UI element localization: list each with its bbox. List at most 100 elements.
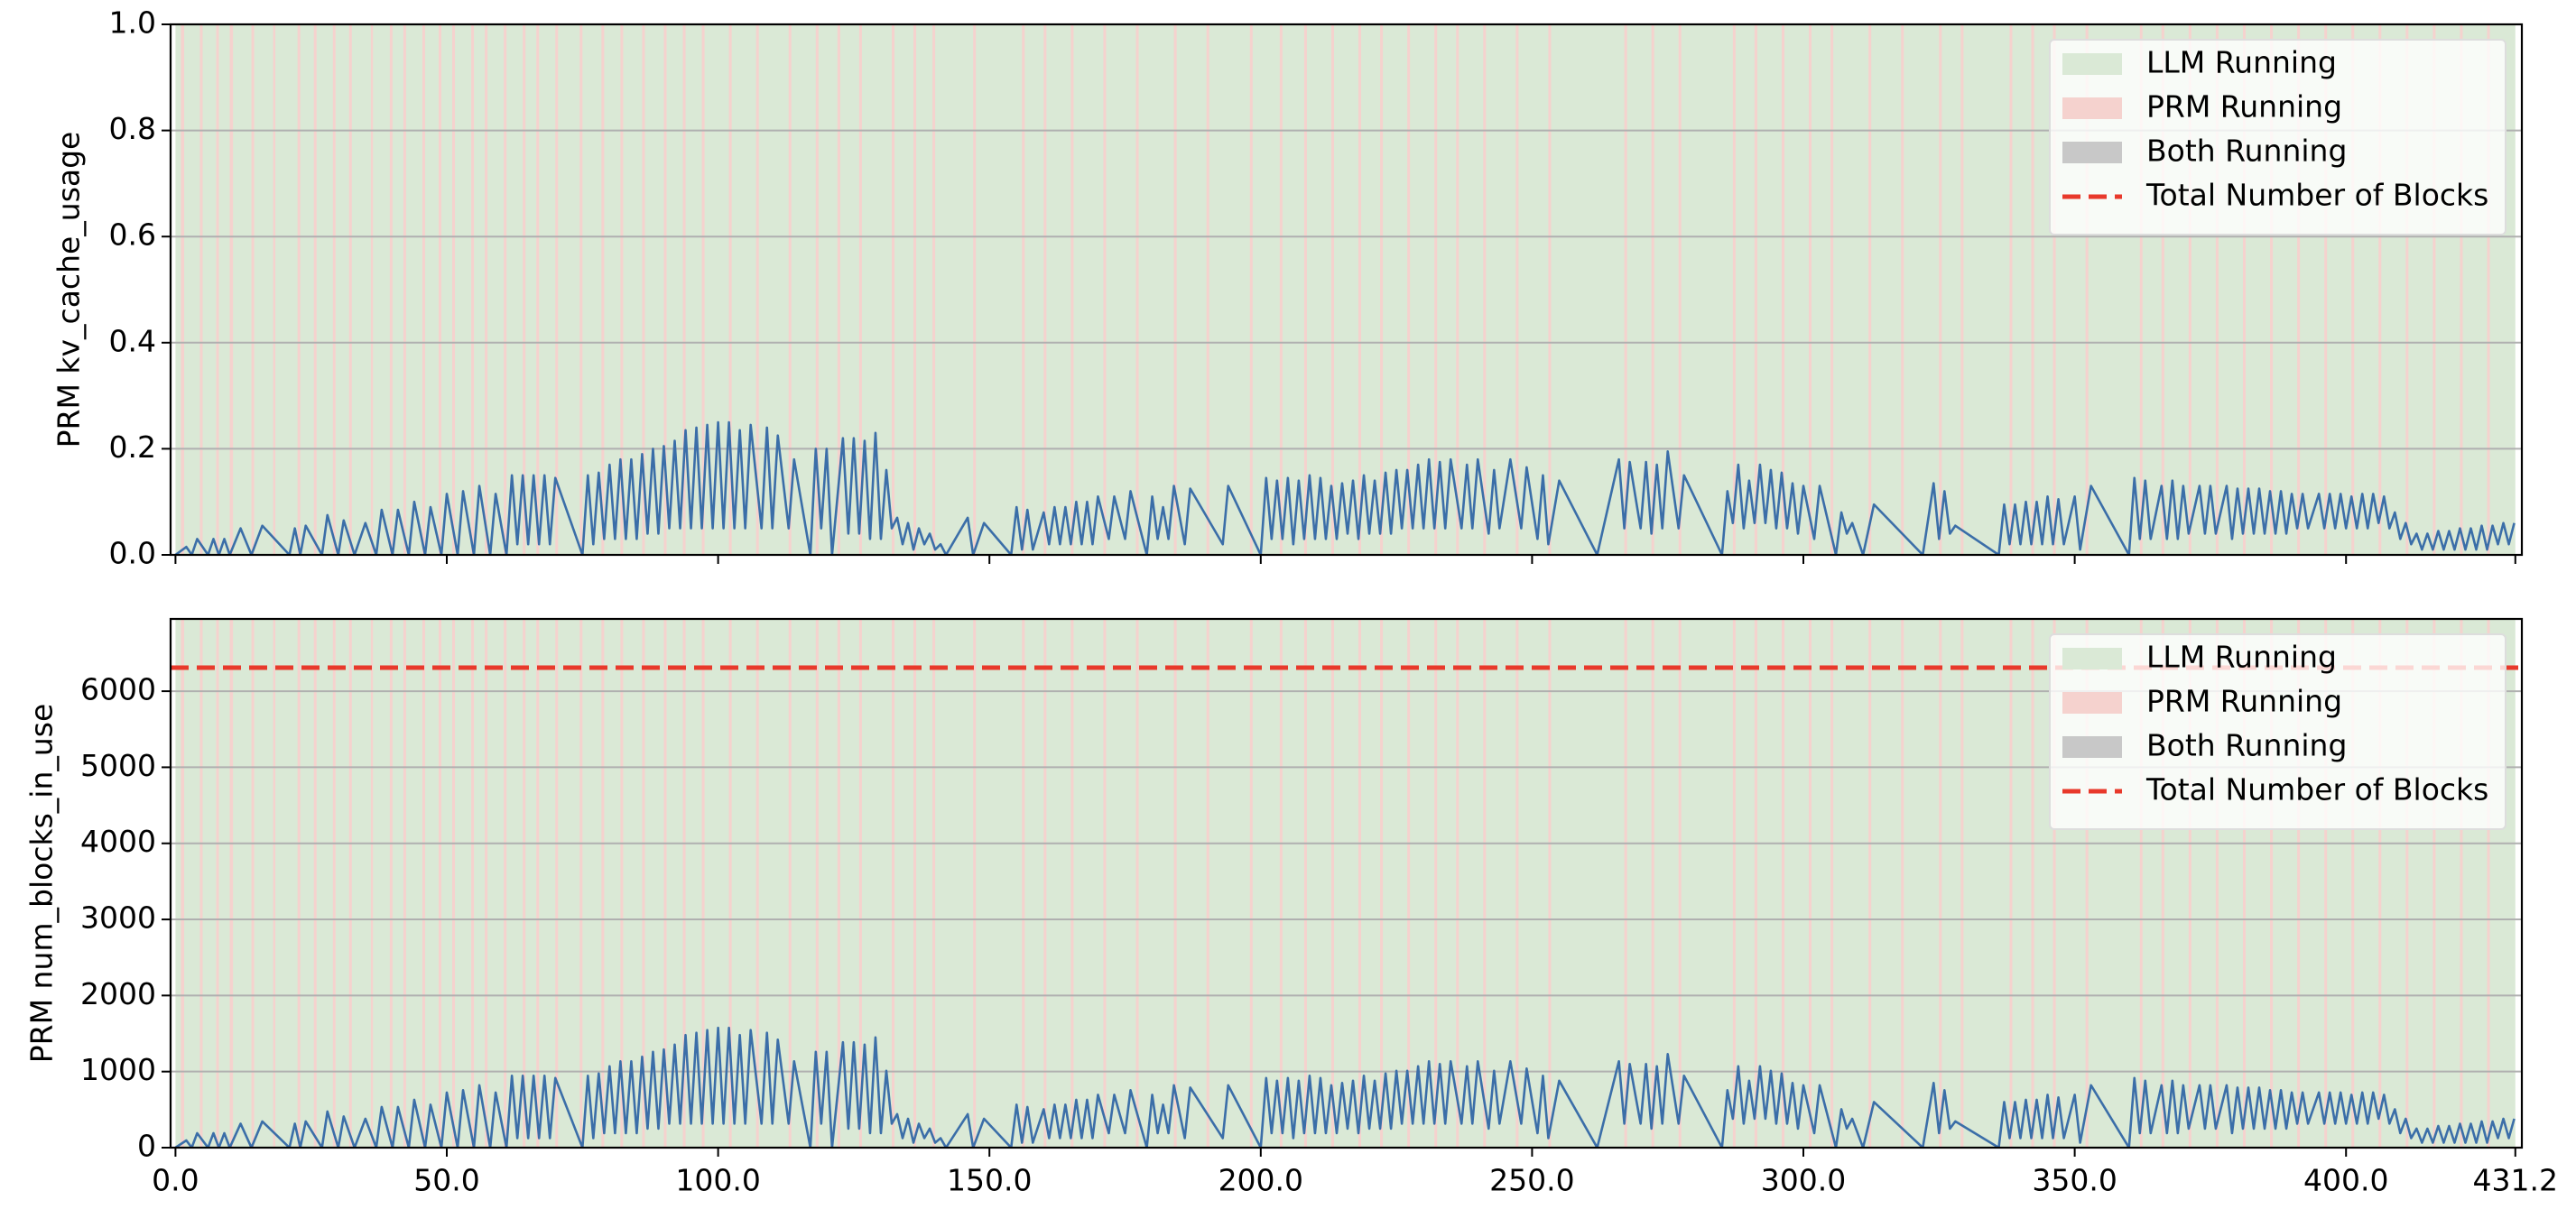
span: [1173, 24, 1177, 555]
span: [348, 619, 352, 1148]
span: [332, 619, 336, 1148]
span: [1206, 619, 1209, 1148]
span: [1279, 24, 1283, 555]
span: [1732, 24, 1736, 555]
span: [1809, 24, 1812, 555]
span: [2242, 619, 2246, 1148]
span: [181, 619, 185, 1148]
span: [2487, 619, 2490, 1148]
axes-frame: [169, 23, 2524, 557]
span: [815, 619, 819, 1148]
span: [452, 24, 456, 555]
span: [313, 24, 317, 555]
span: [728, 619, 732, 1148]
span: [1781, 619, 1784, 1148]
span: [1434, 24, 1438, 555]
span: [216, 619, 219, 1148]
y-tick-label: 0.6: [109, 217, 156, 253]
span: [2009, 619, 2013, 1148]
span: [2378, 24, 2382, 555]
span: [199, 24, 203, 555]
legend-label: PRM Running: [2146, 684, 2342, 719]
y-tick-label: 5000: [80, 748, 156, 783]
span: [2351, 24, 2355, 555]
span: [932, 24, 936, 555]
span: [601, 24, 605, 555]
span: [701, 24, 705, 555]
span: [932, 619, 936, 1148]
legend: LLM Running PRM Running Both Running Total …: [2049, 39, 2507, 235]
span: [891, 619, 895, 1148]
span: [523, 619, 526, 1148]
span: [2215, 619, 2219, 1148]
span: [2297, 619, 2301, 1148]
span: [1901, 24, 1904, 555]
span: [642, 619, 645, 1148]
span: [273, 619, 276, 1148]
span: [973, 24, 977, 555]
y-tick-label: 4000: [80, 824, 156, 859]
span: [1173, 619, 1177, 1148]
span: [1022, 619, 1025, 1148]
y-axis-label: PRM num_blocks_in_use: [24, 704, 60, 1064]
span: [1043, 24, 1047, 555]
span: [251, 619, 255, 1148]
span: [701, 619, 705, 1148]
span: [2161, 619, 2164, 1148]
span: [2188, 619, 2191, 1148]
span: [1380, 619, 1384, 1148]
span: [858, 619, 862, 1148]
span: [1939, 619, 1942, 1148]
span: [1103, 619, 1107, 1148]
span: [1868, 619, 1872, 1148]
span: [2270, 24, 2274, 555]
legend-swatch: [2062, 692, 2122, 714]
span: [229, 619, 234, 1148]
legend-box: [2049, 633, 2507, 830]
span: [536, 619, 540, 1148]
span: [682, 619, 686, 1148]
span: [348, 24, 352, 555]
span: [297, 24, 301, 555]
span: [471, 619, 475, 1148]
span: [663, 619, 667, 1148]
span: [1303, 24, 1307, 555]
span: [2460, 619, 2463, 1148]
x-tick-label: 100.0: [675, 1163, 760, 1198]
span: [403, 619, 406, 1148]
span: [2052, 619, 2056, 1148]
span: [620, 24, 624, 555]
axes-frame: [169, 617, 2524, 1149]
y-tick-label: 0.4: [109, 323, 156, 358]
span: [216, 24, 219, 555]
span: [728, 24, 732, 555]
span: [682, 24, 686, 555]
span: [199, 619, 203, 1148]
span: [1960, 619, 1964, 1148]
legend: LLM Running PRM Running Both Running Total …: [2049, 633, 2507, 830]
legend-label: Both Running: [2146, 728, 2347, 763]
span: [1358, 24, 1362, 555]
span: [1022, 24, 1025, 555]
y-tick-label: 0.8: [109, 111, 156, 146]
span: [523, 24, 526, 555]
span: [438, 24, 441, 555]
data-line: [174, 1026, 2516, 1148]
span: [1651, 24, 1654, 555]
span: [422, 24, 425, 555]
span: [1781, 24, 1784, 555]
span: [2297, 24, 2301, 555]
span: [1548, 619, 1552, 1148]
span: [2432, 619, 2436, 1148]
span: [504, 619, 507, 1148]
span: [1960, 24, 1964, 555]
span: [536, 24, 540, 555]
span: [504, 24, 507, 555]
span: [2324, 619, 2328, 1148]
span: [181, 24, 185, 555]
span: [1135, 24, 1139, 555]
span: [1732, 619, 1736, 1148]
span: [2405, 619, 2409, 1148]
span: [837, 24, 840, 555]
span: [1651, 619, 1654, 1148]
